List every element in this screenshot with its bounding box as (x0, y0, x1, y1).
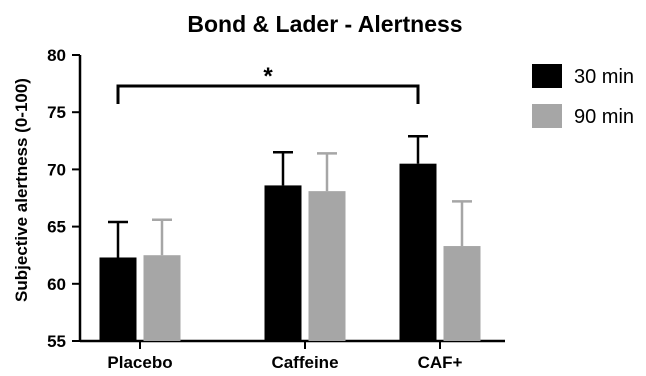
bar (143, 255, 181, 341)
legend-label: 90 min (574, 106, 634, 128)
significance-annotation: * (116, 63, 420, 104)
significance-star: * (263, 63, 273, 90)
y-tick-label: 80 (47, 46, 66, 65)
y-tick-label: 70 (47, 160, 66, 179)
legend-label: 30 min (574, 66, 634, 88)
bar (308, 191, 346, 341)
legend-swatch (532, 64, 562, 88)
y-tick-label: 65 (47, 218, 66, 237)
bars-group (99, 134, 481, 341)
bar (399, 163, 437, 341)
bar (443, 246, 481, 341)
axes: 55 60 65 70 75 80 Placebo Caffeine CAF+ (47, 46, 505, 372)
x-tick-label: Caffeine (271, 353, 338, 372)
y-tick-label: 60 (47, 275, 66, 294)
x-tick-label: CAF+ (418, 353, 463, 372)
significance-bracket (116, 84, 420, 104)
y-axis-label: Subjective alertness (0-100) (12, 78, 31, 302)
y-tick-label: 75 (47, 103, 66, 122)
chart-title: Bond & Lader - Alertness (187, 11, 462, 37)
bar (264, 185, 302, 341)
legend: 30 min 90 min (532, 64, 634, 128)
bar (99, 257, 137, 341)
legend-swatch (532, 104, 562, 128)
x-tick-label: Placebo (107, 353, 172, 372)
y-tick-label: 55 (47, 332, 66, 351)
